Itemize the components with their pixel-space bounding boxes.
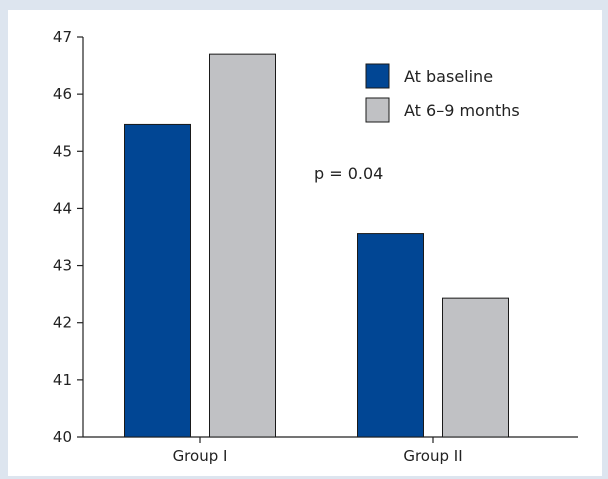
p-value-annotation: p = 0.04 bbox=[314, 164, 383, 183]
legend-swatch-baseline bbox=[365, 63, 390, 89]
legend-swatch-follow-up bbox=[365, 97, 390, 123]
bar-follow-up-group-1 bbox=[209, 53, 276, 438]
y-tick-label: 41 bbox=[53, 371, 72, 389]
legend-label-baseline: At baseline bbox=[404, 67, 493, 86]
x-tick-label: Group II bbox=[403, 447, 462, 465]
bar-follow-up-group-2 bbox=[442, 297, 509, 438]
y-tick-label: 42 bbox=[53, 314, 72, 332]
y-tick-label: 47 bbox=[53, 28, 72, 46]
bar-baseline-group-2 bbox=[357, 233, 424, 438]
y-tick-label: 40 bbox=[53, 428, 72, 446]
bars bbox=[124, 53, 509, 438]
legend-label-follow-up: At 6–9 months bbox=[404, 101, 520, 120]
legend: At baseline At 6–9 months bbox=[365, 63, 520, 123]
x-tick-label: Group I bbox=[173, 447, 228, 465]
bar-baseline-group-1 bbox=[124, 123, 191, 438]
y-tick-label: 46 bbox=[53, 85, 72, 103]
y-tick-label: 43 bbox=[53, 257, 72, 275]
y-tick-label: 45 bbox=[53, 142, 72, 160]
y-tick-label: 44 bbox=[53, 199, 72, 217]
